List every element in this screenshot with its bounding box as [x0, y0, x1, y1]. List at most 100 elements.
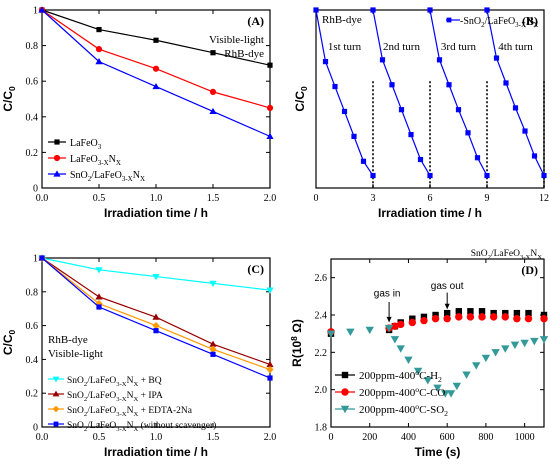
x-tick-label: 12 [539, 193, 549, 204]
data-point [365, 326, 374, 335]
data-point [209, 345, 217, 353]
data-point [152, 82, 160, 90]
data-point [379, 57, 386, 63]
data-point [341, 108, 348, 115]
data-point [452, 382, 462, 391]
data-point [322, 59, 329, 65]
legend-marker [53, 154, 61, 162]
panel-label: (A) [247, 14, 264, 28]
data-point [541, 172, 547, 179]
data-point [209, 88, 217, 95]
data-point [370, 172, 376, 179]
data-point [209, 280, 217, 287]
legend-marker [52, 376, 60, 383]
data-point [524, 315, 533, 323]
legend-marker [52, 405, 60, 413]
y-tick-label: 2.6 [315, 273, 328, 284]
data-point [484, 7, 490, 13]
data-point [531, 153, 538, 159]
y-tick-label: 0 [33, 423, 38, 434]
data-point [266, 132, 274, 139]
y-axis-label: R(108 Ω) [289, 319, 304, 367]
data-point [513, 315, 521, 323]
data-point [501, 313, 509, 321]
legend-marker [53, 170, 61, 177]
y-tick-label: 0.8 [26, 287, 39, 298]
x-tick-label: 1000 [515, 432, 535, 443]
data-point [95, 58, 103, 65]
x-tick-label: 1.5 [207, 432, 220, 443]
data-point [420, 316, 428, 325]
series-2 [326, 324, 549, 398]
legend-marker [341, 388, 349, 396]
y-tick-label: 2.2 [315, 348, 328, 359]
data-point [210, 351, 216, 357]
x-axis-label: Irradiation time / h [378, 206, 482, 220]
panel-label: (C) [247, 262, 264, 276]
panel-label: (D) [521, 263, 538, 277]
series-3 [39, 255, 273, 381]
x-axis-label: Time (s) [415, 445, 461, 459]
data-point [38, 6, 46, 13]
x-tick-label: 0.5 [93, 193, 106, 204]
data-point [525, 309, 532, 317]
data-point [209, 107, 217, 115]
annotation: RhB-dye [48, 334, 88, 346]
data-point [420, 313, 428, 321]
data-point [539, 336, 549, 344]
data-point [512, 105, 519, 111]
x-axis-label: Irradiation time / h [104, 206, 208, 220]
data-point [513, 309, 521, 317]
data-point [490, 309, 497, 317]
data-point [540, 311, 548, 319]
x-tick-label: 0 [314, 193, 319, 204]
data-point [427, 7, 433, 13]
series-line [486, 9, 545, 176]
x-tick-label: 0 [329, 432, 334, 443]
legend-label: SnO2/LaFeO3-XNX + EDTA-2Na [67, 406, 193, 418]
series-line [372, 9, 431, 176]
y-axis-label: C/C0 [293, 86, 309, 112]
data-point [443, 309, 451, 317]
x-tick-label: 1.5 [207, 193, 220, 204]
data-point [427, 172, 433, 179]
y-tick-label: 1 [33, 6, 38, 17]
data-point [389, 82, 395, 88]
legend-label: SnO2/LaFeO3-XNX + BQ [67, 376, 162, 388]
legend-marker [340, 405, 350, 414]
data-point [267, 62, 273, 68]
data-point [436, 57, 443, 63]
data-point [351, 133, 357, 139]
x-tick-label: 3 [371, 193, 376, 204]
data-point [540, 315, 548, 323]
y-tick-label: 0.8 [26, 41, 39, 52]
data-point [266, 365, 274, 374]
data-point [266, 360, 274, 368]
data-point [396, 345, 405, 353]
data-point [493, 55, 500, 61]
data-point [503, 80, 509, 86]
data-point [95, 293, 103, 300]
data-point [266, 287, 274, 294]
data-point [209, 340, 217, 347]
y-tick-label: 0 [33, 184, 38, 195]
panel-label: (B) [522, 14, 538, 28]
panel-d: 0 200 400 600 800 1000 1.8 2.0 2.2 2.4 2.6 Time (s)… [289, 249, 549, 459]
data-point [481, 354, 491, 363]
data-point [478, 308, 486, 315]
data-point [391, 322, 399, 330]
x-tick-label: 2.0 [264, 193, 277, 204]
legend-marker [53, 421, 59, 427]
x-tick-label: 0.0 [36, 432, 49, 443]
data-point [152, 322, 160, 330]
y-tick-label: 0.6 [26, 77, 39, 88]
data-point [266, 104, 274, 111]
data-point [520, 339, 529, 348]
x-tick-label: 1.0 [150, 432, 163, 443]
data-point [502, 309, 509, 317]
series-2 [38, 6, 274, 139]
data-point [443, 315, 451, 323]
data-point [370, 7, 376, 13]
y-tick-label: 1 [33, 254, 38, 265]
legend-label: 200ppm-400oC-SO2 [359, 402, 448, 418]
